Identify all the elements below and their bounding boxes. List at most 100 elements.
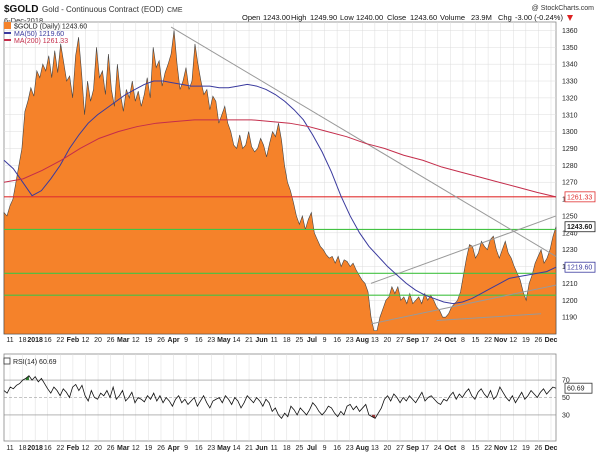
legend-ma200: MA(200) 1261.33 (14, 38, 68, 45)
chg-value: -3.00 (-0.24%) (515, 13, 563, 22)
price-x-tick-label: Jul (307, 337, 317, 344)
price-x-tick-label: 19 (522, 337, 530, 344)
rsi-x-tick-label: 19 (522, 445, 530, 452)
price-x-tick-label: 9 (323, 337, 327, 344)
price-x-tick-label: 12 (82, 337, 90, 344)
rsi-x-tick-label: 26 (535, 445, 543, 452)
rsi-x-tick-label: 14 (233, 445, 241, 452)
rsi-x-tick-label: 13 (371, 445, 379, 452)
rsi-x-tick-label: 12 (132, 445, 140, 452)
open-label: Open (242, 13, 260, 22)
rsi-x-tick-label: 20 (94, 445, 102, 452)
legend-swatch-rsi (3, 357, 11, 365)
rsi-x-tick-label: 15 (472, 445, 480, 452)
rsi-x-tick-label: 16 (44, 445, 52, 452)
price-y-tick-label: 1310 (562, 112, 578, 119)
price-y-tick-label: 1210 (562, 281, 578, 288)
rsi-x-tick-label: Jul (307, 445, 317, 452)
rsi-last-value-badge (564, 382, 593, 394)
rsi-x-tick-label: 18 (283, 445, 291, 452)
price-y-tick-label: 1240 (562, 230, 578, 237)
price-x-tick-label: 15 (472, 337, 480, 344)
price-x-tick-label: 16 (44, 337, 52, 344)
chg-label: Chg (498, 13, 512, 22)
price-x-tick-label: 11 (6, 337, 13, 344)
rsi-x-tick-label: 11 (6, 445, 13, 452)
rsi-x-tick-label: 9 (184, 445, 188, 452)
ma200-line (3, 119, 557, 198)
price-x-tick-label: 2018 (27, 337, 43, 344)
price-x-tick-label: 22 (56, 337, 64, 344)
price-y-tick-label: 1290 (562, 146, 578, 153)
rsi-x-tick-label: 18 (19, 445, 27, 452)
low-label: Low (340, 13, 354, 22)
legend-ma50: MA(50) 1219.60 (14, 31, 64, 38)
chart-exchange: CME (167, 7, 183, 14)
price-y-tick-label: 1330 (562, 79, 578, 86)
trend-line (436, 313, 542, 322)
rsi-x-tick-label: 17 (421, 445, 429, 452)
price-y-tick-label: 1350 (562, 45, 578, 52)
last-value-badge-ma200 (564, 191, 596, 203)
price-y-tick-label: 1250 (562, 213, 578, 220)
price-x-tick-label: 12 (132, 337, 140, 344)
rsi-x-tick-label: Jun (255, 445, 267, 452)
price-x-tick-label: 19 (144, 337, 152, 344)
last-value-label-ma200: 1261.33 (567, 194, 592, 201)
price-y-tick-label: 1200 (562, 298, 578, 305)
price-x-tick-label: 24 (434, 337, 442, 344)
price-x-tick-label: 25 (295, 337, 303, 344)
close-label: Close (387, 13, 406, 22)
rsi-x-tick-label: 26 (157, 445, 165, 452)
price-y-tick-label: 1190 (562, 315, 577, 322)
price-x-tick-label: Feb (67, 337, 79, 344)
price-x-tick-label: 26 (107, 337, 115, 344)
rsi-x-tick-label: Dec (545, 445, 558, 452)
price-x-tick-label: Dec (545, 337, 558, 344)
last-value-label-ma50: 1219.60 (567, 265, 592, 272)
rsi-x-tick-label: 21 (245, 445, 253, 452)
rsi-x-tick-label: 27 (396, 445, 404, 452)
rsi-x-tick-label: 19 (144, 445, 152, 452)
ma50-line (3, 80, 557, 305)
open-value: 1243.00 (263, 13, 290, 22)
rsi-x-tick-label: Aug (355, 445, 369, 452)
price-x-tick-label: Mar (117, 337, 130, 344)
price-x-tick-label: 20 (384, 337, 392, 344)
rsi-x-tick-label: Sep (406, 445, 419, 452)
last-value-badge-price (564, 221, 596, 233)
high-value: 1249.90 (310, 13, 337, 22)
price-y-tick-label: 1360 (562, 28, 578, 35)
volume-label: Volume (440, 13, 465, 22)
last-value-label-price: 1243.60 (567, 224, 592, 231)
trend-line (170, 26, 557, 257)
rsi-x-tick-label: 22 (56, 445, 64, 452)
price-x-tick-label: Nov (494, 337, 507, 344)
rsi-x-tick-label: Oct (445, 445, 457, 452)
legend-price: $GOLD (Daily) 1243.60 (14, 24, 87, 31)
legend-rsi: RSI(14) 60.69 (13, 359, 57, 366)
price-x-tick-label: Sep (406, 337, 419, 344)
trend-line (370, 284, 557, 325)
price-x-tick-label: 13 (371, 337, 379, 344)
price-x-tick-label: May (217, 337, 231, 344)
price-x-tick-label: 26 (535, 337, 543, 344)
price-panel: 11 18 2018 16 22 Feb 12 20 26 Mar 12 19 26 Apr 9 16 23 Ma… (3, 21, 596, 344)
price-x-tick-label: Apr (168, 337, 180, 344)
low-value: 1240.00 (356, 13, 383, 22)
volume-value: 23.9M (471, 13, 492, 22)
rsi-panel: 11 18 2018 16 22 Feb 12 20 26 Mar 12 19 26 Apr 9 16 23 Ma… (3, 353, 593, 452)
chart-date: 6-Dec-2018 (4, 16, 43, 25)
price-x-tick-label: Oct (445, 337, 457, 344)
rsi-x-tick-label: 12 (82, 445, 90, 452)
price-x-tick-label: 11 (271, 337, 278, 344)
price-x-tick-label: 12 (509, 337, 517, 344)
rsi-x-tick-label: 20 (384, 445, 392, 452)
rsi-legend: RSI(14) 60.69 (3, 357, 57, 366)
chart-symbol-title: $GOLD (4, 4, 38, 15)
rsi-x-tick-label: 24 (434, 445, 442, 452)
price-y-tick-label: 1230 (562, 247, 578, 254)
price-y-tick-label: 1340 (562, 62, 578, 69)
price-x-tick-label: 23 (346, 337, 354, 344)
price-x-tick-label: 17 (421, 337, 429, 344)
